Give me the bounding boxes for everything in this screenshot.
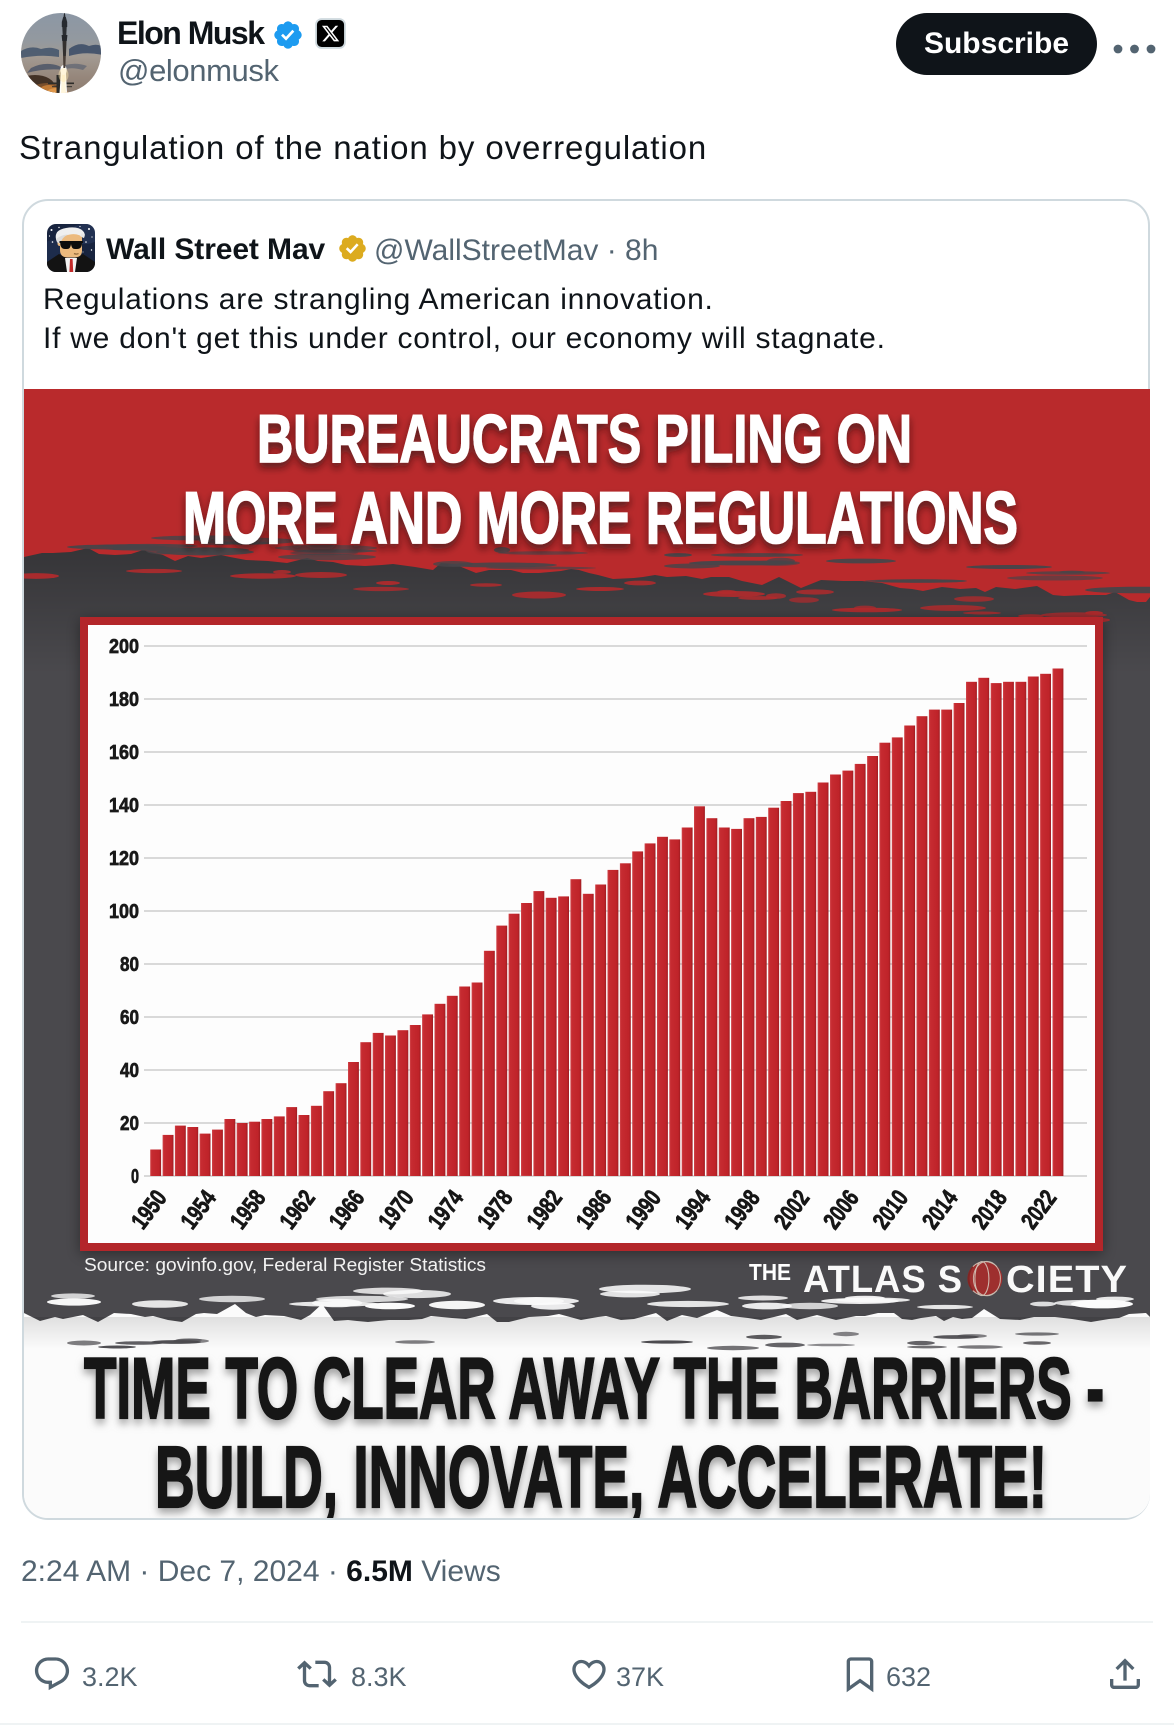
- svg-text:40: 40: [120, 1060, 139, 1082]
- svg-text:60: 60: [120, 1007, 139, 1029]
- svg-text:160: 160: [109, 742, 139, 764]
- svg-text:Source: govinfo.gov, Federal R: Source: govinfo.gov, Federal Register St…: [84, 1255, 486, 1275]
- svg-text:MORE AND MORE REGULATIONS: MORE AND MORE REGULATIONS: [183, 478, 1018, 559]
- svg-text:0: 0: [131, 1166, 139, 1188]
- svg-text:BUILD, INNOVATE, ACCELERATE!: BUILD, INNOVATE, ACCELERATE!: [155, 1429, 1047, 1518]
- svg-text:CIETY: CIETY: [1006, 1259, 1128, 1301]
- svg-text:140: 140: [109, 795, 139, 817]
- svg-text:80: 80: [120, 954, 139, 976]
- svg-text:100: 100: [109, 901, 139, 923]
- svg-text:120: 120: [109, 848, 139, 870]
- svg-text:TIME TO CLEAR AWAY THE BARRIER: TIME TO CLEAR AWAY THE BARRIERS -: [84, 1341, 1104, 1437]
- svg-text:180: 180: [109, 689, 139, 711]
- svg-text:20: 20: [120, 1113, 139, 1135]
- svg-text:200: 200: [109, 636, 139, 658]
- svg-text:BUREAUCRATS PILING ON: BUREAUCRATS PILING ON: [257, 401, 912, 477]
- svg-text:ATLAS S: ATLAS S: [803, 1259, 963, 1301]
- svg-text:THE: THE: [749, 1259, 791, 1285]
